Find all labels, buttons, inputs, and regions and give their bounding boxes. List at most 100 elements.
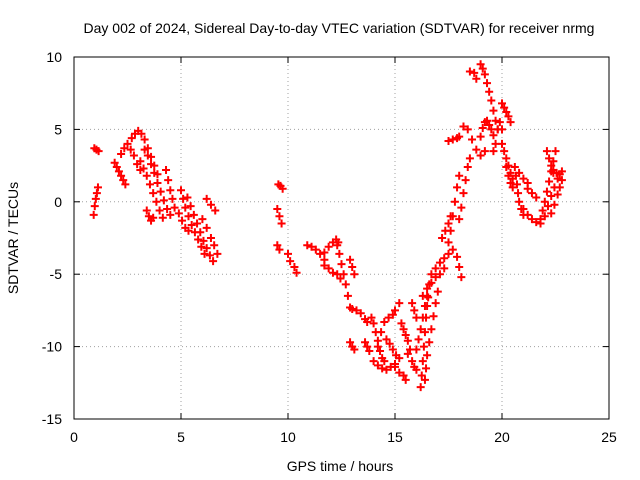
data-point — [120, 144, 129, 153]
data-point — [202, 194, 211, 203]
data-point — [444, 219, 453, 228]
data-point — [159, 196, 168, 205]
data-point — [384, 313, 393, 322]
data-point — [532, 193, 541, 202]
data-point — [196, 228, 205, 237]
data-point — [418, 357, 427, 366]
data-point — [181, 203, 190, 212]
data-point — [527, 215, 536, 224]
data-point — [183, 193, 192, 202]
data-point — [465, 67, 474, 76]
data-point — [166, 210, 175, 219]
data-point — [417, 371, 426, 380]
data-point — [472, 145, 481, 154]
data-point — [275, 245, 284, 254]
data-point — [397, 319, 406, 328]
data-point — [419, 342, 428, 351]
series-arc-23 — [346, 255, 359, 279]
data-point — [168, 194, 177, 203]
data-point — [307, 242, 316, 251]
data-point — [480, 70, 489, 79]
data-point — [361, 338, 370, 347]
axis-ticks: 0 5 10 15 20 25 -15 -10 -5 0 5 10 — [42, 49, 617, 445]
series-arc-64 — [549, 165, 566, 179]
data-point — [335, 249, 344, 258]
data-point — [112, 163, 121, 172]
data-point — [156, 187, 165, 196]
data-point — [163, 205, 172, 214]
data-point — [137, 129, 146, 138]
data-point — [155, 206, 164, 215]
data-point — [206, 234, 215, 242]
data-point — [489, 147, 498, 156]
data-point — [433, 287, 442, 296]
series-arc-38 — [416, 293, 433, 392]
series-arc-14 — [202, 194, 220, 215]
data-point — [290, 262, 299, 271]
data-point — [365, 346, 374, 355]
data-point — [388, 310, 397, 319]
data-point — [423, 284, 432, 293]
data-point — [373, 361, 382, 370]
data-point — [540, 212, 549, 221]
data-point — [557, 176, 566, 185]
series-arc-39 — [420, 287, 442, 384]
data-point — [550, 200, 559, 209]
data-point — [385, 339, 394, 348]
data-point — [356, 309, 365, 318]
data-point — [369, 319, 378, 328]
data-point — [480, 147, 489, 156]
data-point — [489, 106, 498, 115]
data-point — [377, 328, 386, 337]
data-point — [504, 112, 513, 121]
data-point — [498, 99, 506, 108]
data-point — [343, 291, 352, 300]
data-point — [444, 136, 453, 145]
data-point — [194, 235, 203, 244]
data-point — [202, 223, 211, 232]
data-point — [110, 158, 119, 167]
series-arc-18 — [284, 249, 301, 277]
data-point — [427, 325, 436, 334]
data-point — [206, 200, 215, 209]
series-arc-58 — [519, 205, 545, 228]
data-point — [399, 325, 408, 334]
data-point — [538, 206, 547, 215]
data-point — [448, 135, 457, 144]
data-point — [211, 206, 220, 215]
data-point — [152, 197, 161, 206]
data-point — [431, 299, 440, 308]
data-point — [444, 249, 453, 258]
data-point — [187, 220, 196, 229]
data-point — [202, 244, 211, 253]
data-point — [414, 335, 423, 344]
data-point — [123, 139, 132, 148]
data-point — [337, 260, 346, 269]
data-point — [363, 342, 372, 351]
data-point — [401, 375, 410, 384]
data-point — [519, 205, 528, 214]
series-arc-31 — [382, 335, 404, 363]
series-arc-40 — [408, 299, 421, 322]
data-point — [412, 365, 421, 374]
data-point — [89, 210, 98, 219]
data-point — [209, 257, 218, 266]
data-point — [502, 108, 511, 117]
x-tick-label: 25 — [601, 429, 617, 445]
data-point — [380, 317, 389, 326]
data-point — [346, 338, 355, 347]
data-point — [483, 116, 492, 125]
data-point — [395, 299, 404, 308]
series-arc-48 — [455, 154, 474, 224]
series-arc-46 — [444, 134, 462, 145]
data-point — [478, 123, 487, 132]
data-point — [483, 79, 492, 88]
data-point — [158, 213, 167, 222]
data-point — [536, 215, 545, 224]
series-arc-45 — [446, 171, 464, 235]
data-point — [186, 202, 195, 211]
data-point — [278, 184, 287, 193]
data-point — [189, 210, 198, 219]
data-point — [213, 249, 222, 258]
data-point — [339, 270, 348, 279]
